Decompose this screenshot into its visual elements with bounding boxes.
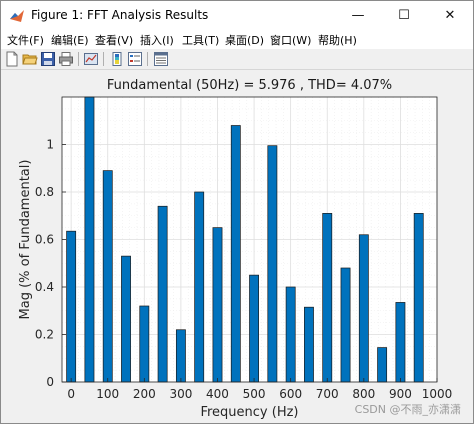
- matlab-icon: [10, 10, 24, 22]
- x-tick-label: 500: [243, 387, 266, 401]
- menu-edit[interactable]: 编辑(E): [51, 34, 89, 47]
- menu-tools[interactable]: 工具(T): [182, 34, 220, 47]
- y-tick-label: 0.2: [35, 328, 54, 342]
- title-bar[interactable]: Figure 1: FFT Analysis Results — ☐ ✕: [1, 1, 473, 31]
- bar: [249, 274, 259, 383]
- figure-canvas[interactable]: 0 100 200 300 400 500 600 700 800 900 1000 0 0.2 0.4 0…: [1, 70, 473, 423]
- bar: [395, 302, 406, 383]
- menu-help[interactable]: 帮助(H): [318, 34, 357, 47]
- menu-file[interactable]: 文件(F): [7, 34, 44, 47]
- bar: [340, 267, 351, 383]
- toolbar-separator: [147, 52, 148, 66]
- chart-title: Fundamental (50Hz) = 5.976 , THD= 4.07%: [107, 78, 392, 93]
- x-tick-label: 200: [133, 387, 156, 401]
- x-tick-label: 0: [67, 387, 75, 401]
- menu-window[interactable]: 窗口(W): [270, 34, 312, 47]
- toolbar-separator: [78, 52, 79, 66]
- bar: [322, 213, 333, 383]
- bar: [175, 329, 186, 383]
- y-tick-label: 0.6: [35, 233, 54, 247]
- close-button[interactable]: ✕: [444, 8, 456, 23]
- bar: [377, 347, 388, 383]
- bar: [139, 305, 150, 383]
- toolbar-separator: [103, 52, 104, 66]
- print-icon[interactable]: [58, 51, 74, 67]
- menu-bar: 文件(F) 编辑(E) 查看(V) 插入(I) 工具(T) 桌面(D) 窗口(W…: [1, 31, 473, 49]
- bar: [157, 205, 168, 383]
- bar: [267, 145, 278, 383]
- property-inspector-icon[interactable]: [153, 51, 169, 67]
- menu-insert[interactable]: 插入(I): [140, 34, 174, 47]
- x-tick-label: 300: [169, 387, 192, 401]
- maximize-button[interactable]: ☐: [398, 8, 410, 23]
- minimize-button[interactable]: —: [351, 8, 365, 23]
- bar: [102, 170, 113, 383]
- x-tick-label: 900: [389, 387, 412, 401]
- y-tick-label: 0.8: [35, 185, 54, 199]
- x-tick-label: 600: [279, 387, 302, 401]
- colorbar-icon[interactable]: [109, 51, 125, 67]
- open-file-icon[interactable]: [22, 51, 38, 67]
- bar: [304, 306, 314, 383]
- x-tick-label: 700: [316, 387, 339, 401]
- window-title: Figure 1: FFT Analysis Results: [31, 8, 209, 22]
- menu-desktop[interactable]: 桌面(D): [225, 34, 265, 47]
- y-tick-label: 1: [46, 138, 54, 152]
- bar: [212, 227, 223, 383]
- menu-view[interactable]: 查看(V): [95, 34, 134, 47]
- watermark: CSDN @不雨_亦潇潇: [354, 403, 461, 416]
- toolbar: [1, 49, 473, 70]
- x-tick-label: 100: [96, 387, 119, 401]
- new-figure-icon[interactable]: [4, 51, 20, 67]
- x-tick-label: 400: [206, 387, 229, 401]
- x-tick-label: 1000: [422, 387, 453, 401]
- legend-icon[interactable]: [127, 51, 143, 67]
- link-plot-icon[interactable]: [83, 51, 99, 67]
- bar: [413, 213, 424, 383]
- y-axis-label: Mag (% of Fundamental): [18, 160, 33, 320]
- bar: [84, 96, 95, 383]
- x-axis-label: Frequency (Hz): [200, 405, 298, 420]
- fft-bar-chart[interactable]: 0 100 200 300 400 500 600 700 800 900 1000 0 0.2 0.4 0…: [1, 70, 473, 423]
- bar: [194, 191, 205, 383]
- y-tick-label: 0.4: [35, 280, 54, 294]
- save-icon[interactable]: [40, 51, 56, 67]
- bar: [66, 230, 77, 383]
- y-tick-label: 0: [46, 375, 54, 389]
- bar: [358, 234, 369, 383]
- bar: [230, 125, 241, 383]
- x-tick-label: 800: [352, 387, 375, 401]
- bar: [121, 255, 131, 383]
- bar: [285, 286, 296, 383]
